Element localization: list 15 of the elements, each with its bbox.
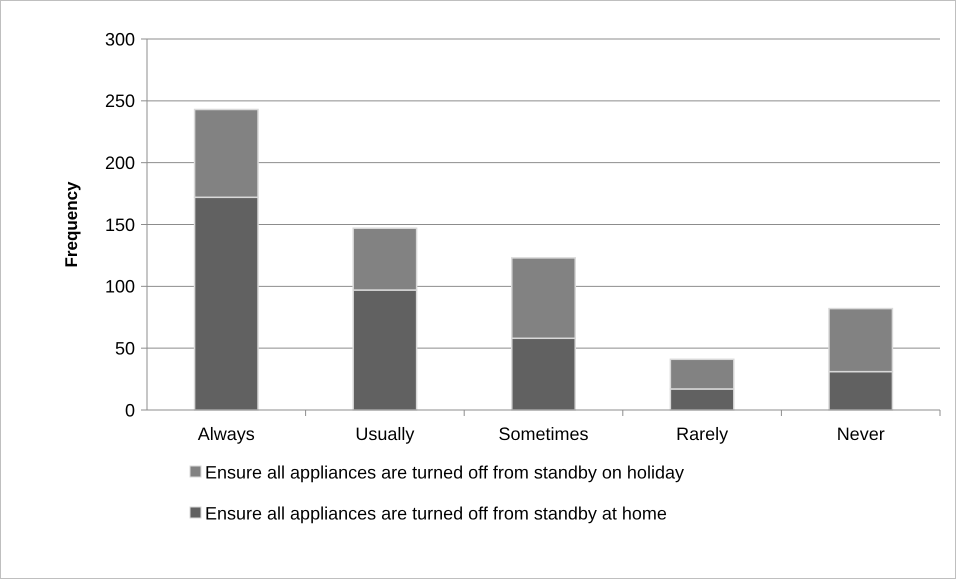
y-tick-label: 250 bbox=[104, 91, 135, 112]
x-tick-label: Usually bbox=[355, 424, 414, 444]
y-tick-label: 200 bbox=[104, 152, 135, 173]
x-tick-label: Never bbox=[836, 424, 885, 444]
y-tick-label: 50 bbox=[114, 338, 135, 358]
legend-label: Ensure all appliances are turned off from standby on holiday bbox=[205, 462, 684, 482]
y-tick-label: 100 bbox=[104, 276, 135, 297]
y-axis-title: Frequency bbox=[62, 180, 81, 268]
y-tick-label: 150 bbox=[104, 214, 135, 235]
y-tick-label: 300 bbox=[104, 29, 135, 50]
x-tick-label: Always bbox=[198, 424, 255, 444]
y-tick-label: 0 bbox=[124, 400, 135, 420]
x-tick-label: Sometimes bbox=[498, 424, 589, 444]
legend-label: Ensure all appliances are turned off from standby at home bbox=[205, 503, 667, 524]
x-tick-label: Rarely bbox=[676, 424, 728, 444]
